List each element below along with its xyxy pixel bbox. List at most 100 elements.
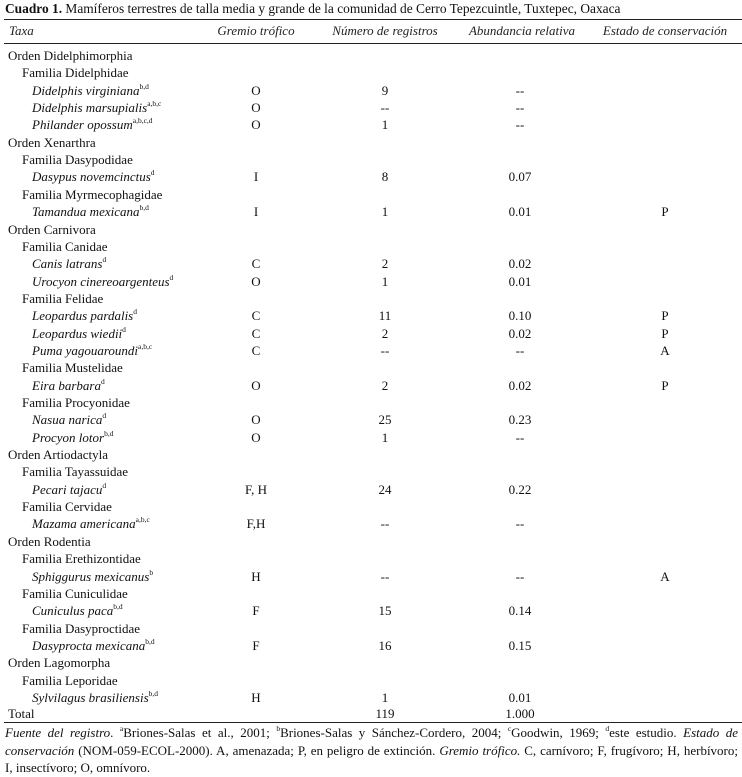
orden-row: Orden Carnivora	[0, 221, 742, 238]
source-superscript: d	[169, 272, 174, 282]
source-superscript: d	[122, 324, 126, 334]
gremio-cell: C	[251, 325, 261, 341]
source-superscript: d	[150, 168, 155, 178]
gremio-cell: O	[251, 377, 261, 393]
fn-text: Briones-Salas y Sánchez-Cordero, 2004;	[280, 725, 508, 740]
species-row: Philander opossuma,b,c,d O 1 --	[0, 116, 742, 133]
species-name: Sylvilagus brasiliensisb,d	[32, 689, 158, 706]
species-name: Leopardus wiediid	[32, 325, 126, 342]
species-name: Didelphis marsupialisa,b,c	[32, 99, 161, 116]
species-name: Didelphis virginianab,d	[32, 82, 149, 99]
species-name: Procyon lotorb,d	[32, 429, 113, 446]
species-row: Didelphis virginianab,d O 9 --	[0, 82, 742, 99]
species-name: Canis latransd	[32, 255, 106, 272]
species-row: Tamandua mexicanab,d I 1 0.01 P	[0, 203, 742, 220]
species-italic: Leopardus pardalis	[32, 308, 134, 324]
species-italic: Dasypus novemcinctus	[32, 169, 151, 185]
abundancia-cell: 0.02	[508, 256, 532, 272]
species-italic: Didelphis virginiana	[32, 82, 140, 98]
species-row: Sphiggurus mexicanusb H -- -- A	[0, 568, 742, 585]
registros-cell: --	[380, 342, 390, 358]
registros-cell: 1	[381, 117, 389, 133]
abundancia-cell: 0.01	[508, 204, 532, 220]
source-superscript: a,b,c,d	[132, 116, 153, 126]
orden-row: Orden Didelphimorphia	[0, 47, 742, 64]
familia-name: Familia Dasypodidae	[22, 152, 133, 168]
source-superscript: d	[102, 480, 107, 490]
familia-name: Familia Erethizontidae	[22, 551, 141, 567]
species-row: Mazama americanaa,b,c F,H -- --	[0, 515, 742, 532]
footnote: Fuente del registro. aBriones-Salas et a…	[5, 724, 738, 777]
abundancia-cell: --	[515, 568, 525, 584]
total-row: Total 119 1.000	[0, 705, 742, 722]
source-superscript: b	[149, 567, 154, 577]
species-italic: Sphiggurus mexicanus	[32, 568, 150, 584]
familia-name: Familia Canidae	[22, 238, 108, 254]
gremio-cell: H	[251, 689, 261, 705]
gremio-cell: O	[251, 429, 261, 445]
gremio-cell: O	[251, 82, 261, 98]
abundancia-cell: 0.14	[508, 603, 532, 619]
gremio-cell: O	[251, 273, 261, 289]
registros-cell: --	[380, 568, 390, 584]
species-name: Dasyprocta mexicanab,d	[32, 637, 155, 654]
source-superscript: b,d	[148, 688, 159, 698]
fn-sup: d	[605, 724, 610, 733]
registros-cell: 2	[381, 377, 389, 393]
source-superscript: a,b,c	[147, 99, 162, 109]
orden-name: Orden Carnivora	[8, 221, 96, 237]
registros-cell: 25	[378, 412, 392, 428]
species-name: Eira barbarad	[32, 377, 105, 394]
species-name: Leopardus pardalisd	[32, 307, 137, 324]
gremio-cell: F,H	[246, 516, 266, 532]
species-italic: Canis latrans	[32, 256, 103, 272]
abundancia-cell: 0.07	[508, 169, 532, 185]
estado-cell: A	[660, 568, 670, 584]
fn-text: .	[110, 725, 120, 740]
bottom-rule	[4, 722, 742, 723]
abundancia-cell: --	[515, 342, 525, 358]
species-row: Urocyon cinereoargenteusd O 1 0.01	[0, 273, 742, 290]
species-italic: Pecari tajacu	[32, 481, 103, 497]
species-row: Dasypus novemcinctusd I 8 0.07	[0, 168, 742, 185]
header-abundancia: Abundancia relativa	[468, 23, 576, 38]
gremio-cell: H	[251, 568, 261, 584]
gremio-cell: C	[251, 308, 261, 324]
familia-name: Familia Leporidae	[22, 672, 118, 688]
species-row: Procyon lotorb,d O 1 --	[0, 429, 742, 446]
species-italic: Urocyon cinereoargenteus	[32, 273, 170, 289]
gremio-cell: O	[251, 100, 261, 116]
gremio-cell: F	[252, 637, 260, 653]
fn-text: C, carnívoro; F, frugívoro; H, herbívoro…	[5, 742, 738, 776]
familia-name: Familia Mustelidae	[22, 360, 123, 376]
orden-name: Orden Rodentia	[8, 533, 91, 549]
species-row: Leopardus wiediid C 2 0.02 P	[0, 325, 742, 342]
orden-row: Orden Artiodactyla	[0, 446, 742, 463]
familia-row: Familia Cervidae	[0, 498, 742, 515]
abundancia-cell: 0.10	[508, 308, 532, 324]
orden-row: Orden Xenarthra	[0, 134, 742, 151]
species-name: Nasua naricad	[32, 411, 106, 428]
fn-sup: a	[119, 724, 124, 733]
species-row: Cuniculus pacab,d F 15 0.14	[0, 602, 742, 619]
source-superscript: b,d	[104, 428, 114, 438]
caption-text: Mamíferos terrestres de talla media y gr…	[62, 1, 621, 16]
top-rule	[4, 19, 742, 20]
total-registros: 119	[375, 706, 395, 721]
familia-row: Familia Cuniculidae	[0, 585, 742, 602]
source-superscript: d	[102, 411, 107, 421]
familia-row: Familia Erethizontidae	[0, 550, 742, 567]
species-italic: Leopardus wiedii	[32, 325, 123, 341]
source-superscript: a,b,c	[135, 515, 150, 525]
registros-cell: 2	[381, 256, 389, 272]
registros-cell: 1	[381, 204, 389, 220]
species-italic: Dasyprocta mexicana	[32, 637, 146, 653]
species-name: Mazama americanaa,b,c	[32, 515, 150, 532]
estado-cell: P	[661, 325, 669, 341]
species-row: Nasua naricad O 25 0.23	[0, 411, 742, 428]
species-row: Sylvilagus brasiliensisb,d H 1 0.01	[0, 689, 742, 706]
gremio-cell: F, H	[244, 481, 268, 497]
species-name: Cuniculus pacab,d	[32, 602, 123, 619]
header-gremio: Gremio trófico	[217, 23, 295, 38]
familia-row: Familia Felidae	[0, 290, 742, 307]
